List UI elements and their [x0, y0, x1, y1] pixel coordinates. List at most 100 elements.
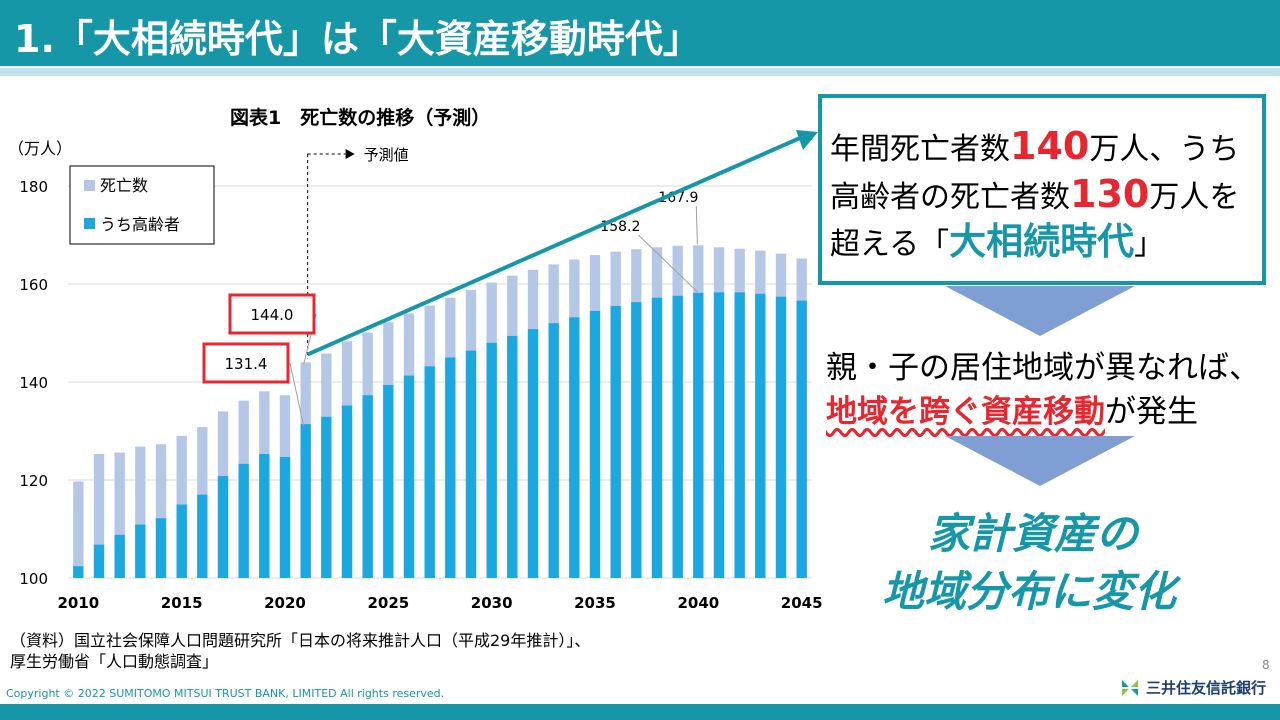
data-label: 131.4 — [225, 355, 268, 373]
bar-elderly-deaths — [135, 524, 146, 578]
bar-deaths — [114, 452, 125, 578]
bar-elderly-deaths — [155, 518, 167, 578]
bar-elderly-deaths — [486, 342, 497, 578]
bar-elderly-deaths — [300, 424, 311, 578]
bar-elderly-deaths — [362, 395, 373, 578]
bar-deaths — [93, 454, 105, 578]
bar-elderly-deaths — [693, 292, 704, 578]
x-tick-label: 2010 — [57, 594, 99, 612]
y-tick-label: 180 — [19, 178, 48, 196]
legend-box — [69, 165, 215, 245]
bar-elderly-deaths — [734, 292, 745, 578]
callout-emphasis: 大相続時代 — [949, 220, 1135, 263]
bar-elderly-deaths — [321, 416, 332, 578]
middle-emphasis: 地域を跨ぐ資産移動 — [826, 394, 1105, 430]
x-tick-label: 2035 — [574, 594, 616, 612]
bar-elderly-deaths — [527, 329, 539, 578]
x-tick-label: 2020 — [264, 594, 306, 612]
legend-label: うち高齢者 — [100, 215, 180, 234]
callout-text: 万人、うち — [1089, 132, 1240, 167]
down-arrow-2 — [945, 436, 1135, 486]
label-leader — [289, 362, 305, 427]
copyright: Copyright © 2022 SUMITOMO MITSUI TRUST B… — [6, 687, 445, 700]
result-line-1: 家計資産の — [928, 509, 1139, 558]
bar-elderly-deaths — [713, 292, 725, 578]
bar-elderly-deaths — [403, 375, 415, 578]
bar-deaths — [155, 444, 167, 578]
bar-elderly-deaths — [93, 544, 105, 578]
title-rule — [0, 68, 1280, 76]
page-number: 8 — [1262, 658, 1270, 672]
bar-elderly-deaths — [775, 296, 787, 578]
y-unit-label: （万人） — [8, 139, 72, 158]
callout-line-2: 高齢者の死亡者数130万人を — [830, 174, 1239, 218]
x-tick-label: 2040 — [677, 594, 719, 612]
callout-number-140: 140 — [1010, 124, 1090, 168]
callout-box: 年間死亡者数140万人、うち 高齢者の死亡者数130万人を 超える「大相続時代」 — [818, 94, 1266, 285]
y-tick-label: 100 — [19, 570, 48, 588]
data-label: 144.0 — [251, 306, 294, 324]
callout-line-1: 年間死亡者数140万人、うち — [830, 126, 1239, 170]
middle-text: が発生 — [1105, 394, 1198, 430]
bar-elderly-deaths — [259, 454, 270, 578]
title-bar: 1.「大相続時代」は「大資産移動時代」 — [0, 0, 1280, 66]
result-line-2: 地域分布に変化 — [882, 567, 1177, 616]
x-tick-label: 2015 — [161, 594, 203, 612]
bar-elderly-deaths — [197, 494, 208, 578]
source-note: （資料）国立社会保障人口問題研究所「日本の将来推計人口（平成29年推計）」、 厚… — [10, 630, 590, 672]
bar-elderly-deaths — [796, 300, 807, 578]
bar-elderly-deaths — [279, 456, 291, 578]
bar-elderly-deaths — [755, 293, 766, 578]
bar-deaths — [135, 446, 146, 578]
callout-text: 超える「 — [830, 227, 950, 262]
callout-text: 万人を — [1149, 180, 1240, 215]
callout-arrow-head — [796, 130, 818, 150]
middle-line-1: 親・子の居住地域が異なれば、 — [826, 350, 1260, 386]
bar-elderly-deaths — [631, 302, 642, 578]
down-arrow-1 — [945, 286, 1135, 336]
death-chart: 100 120 140 160 180 （万人） 2010 2015 2020 2025 2030 2… — [8, 130, 823, 612]
bar-elderly-deaths — [465, 350, 477, 578]
bar-elderly-deaths — [238, 463, 249, 578]
chart-title: 図表1 死亡数の推移（予測） — [230, 107, 491, 129]
label-leader — [637, 234, 698, 293]
logo-mark-icon — [1122, 679, 1138, 696]
highlight-box — [228, 293, 316, 335]
bar-elderly-deaths — [569, 317, 580, 578]
x-tick-label: 2030 — [471, 594, 513, 612]
bar-elderly-deaths — [651, 297, 663, 578]
company-logo: 三井住友信託銀行 — [1120, 677, 1266, 698]
callout-text: 年間死亡者数 — [830, 132, 1010, 167]
x-tick-label: 2025 — [367, 594, 409, 612]
bar-elderly-deaths — [589, 310, 601, 578]
bar-elderly-deaths — [114, 534, 125, 578]
legend-swatch — [84, 218, 95, 229]
bar-elderly-deaths — [610, 306, 621, 578]
callout-arrow — [306, 136, 801, 357]
bottom-bar — [0, 704, 1280, 720]
forecast-arrow-head — [345, 149, 355, 159]
callout-text: 」 — [1134, 227, 1165, 262]
bar-elderly-deaths — [672, 295, 683, 578]
x-tick-label: 2045 — [781, 594, 823, 612]
callout-line-3: 超える「大相続時代」 — [830, 222, 1164, 265]
logo-text: 三井住友信託銀行 — [1146, 679, 1267, 697]
source-line-2: 厚生労働省「人口動態調査」 — [10, 652, 219, 671]
legend-label: 死亡数 — [100, 176, 148, 195]
bar-elderly-deaths — [424, 366, 435, 578]
bar-elderly-deaths — [341, 405, 353, 578]
bar-elderly-deaths — [383, 384, 394, 578]
legend-swatch — [84, 180, 95, 191]
bar-deaths — [73, 481, 84, 578]
y-tick-label: 140 — [19, 374, 48, 392]
bar-elderly-deaths — [507, 335, 518, 578]
bar-elderly-deaths — [176, 504, 187, 578]
callout-number-130: 130 — [1070, 172, 1150, 216]
y-tick-label: 160 — [19, 276, 48, 294]
label-leader — [695, 205, 698, 245]
middle-line-2: 地域を跨ぐ資産移動が発生 — [826, 386, 1198, 431]
callout-text: 高齢者の死亡者数 — [830, 180, 1070, 215]
bar-elderly-deaths — [217, 476, 229, 578]
bar-elderly-deaths — [445, 357, 456, 578]
forecast-label: 予測値 — [364, 146, 409, 164]
